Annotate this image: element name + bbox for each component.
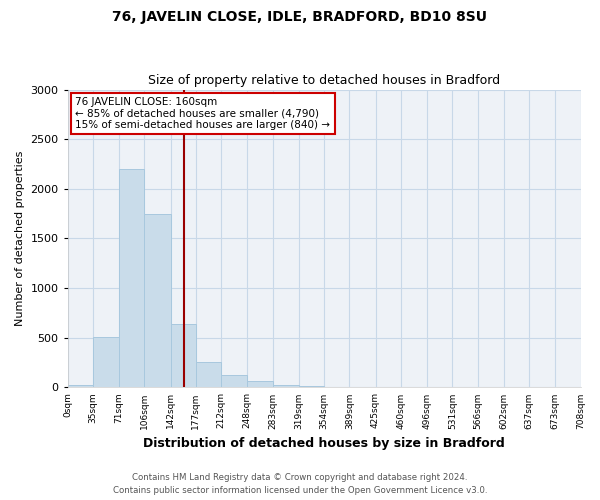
Bar (196, 362, 221, 388)
Bar (119, 169, 145, 388)
Text: 76, JAVELIN CLOSE, IDLE, BRADFORD, BD10 8SU: 76, JAVELIN CLOSE, IDLE, BRADFORD, BD10 … (113, 10, 487, 24)
Text: Contains HM Land Registry data © Crown copyright and database right 2024.
Contai: Contains HM Land Registry data © Crown c… (113, 474, 487, 495)
Bar (170, 324, 196, 388)
Bar (247, 382, 272, 388)
Bar (93, 337, 119, 388)
Text: 76 JAVELIN CLOSE: 160sqm
← 85% of detached houses are smaller (4,790)
15% of sem: 76 JAVELIN CLOSE: 160sqm ← 85% of detach… (76, 97, 331, 130)
Bar (272, 385, 299, 388)
Title: Size of property relative to detached houses in Bradford: Size of property relative to detached ho… (148, 74, 500, 87)
Bar (299, 386, 324, 388)
X-axis label: Distribution of detached houses by size in Bradford: Distribution of detached houses by size … (143, 437, 505, 450)
Bar (221, 374, 247, 388)
Bar (145, 214, 170, 388)
Y-axis label: Number of detached properties: Number of detached properties (15, 151, 25, 326)
Bar (68, 386, 93, 388)
